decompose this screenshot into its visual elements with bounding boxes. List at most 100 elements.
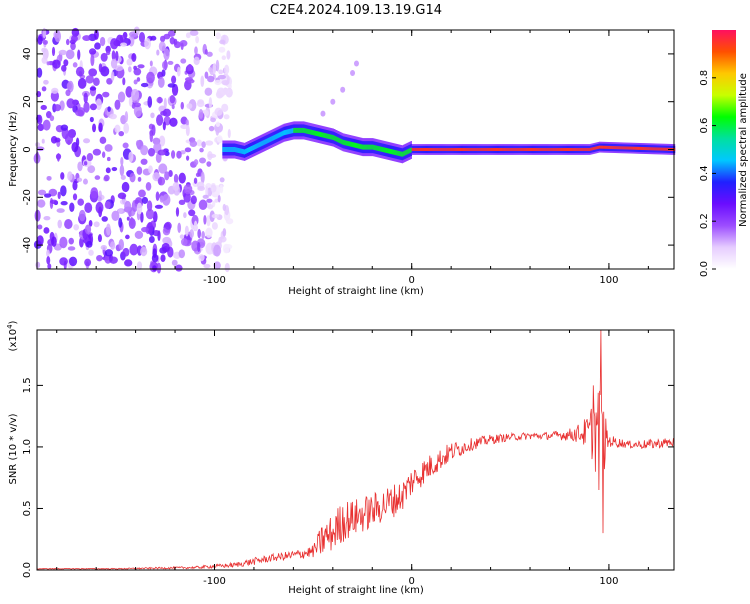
- spectrogram-noise-blob: [117, 91, 126, 103]
- spectrogram-noise-blob: [51, 236, 57, 247]
- spectrogram-noise-blob: [89, 86, 97, 91]
- spectrogram-ridge-cell: [281, 131, 283, 137]
- spectrogram-ridge-cell: [375, 145, 377, 151]
- spectrogram-ridge-cell: [384, 147, 386, 153]
- spectrogram-ridge-cell: [380, 146, 382, 152]
- spectrogram-ridge-cell: [665, 147, 667, 151]
- spectrogram-noise-blob: [117, 208, 123, 214]
- spectrogram-ridge-cell: [345, 140, 347, 146]
- spectrogram-noise-blob: [60, 185, 67, 197]
- spectrogram-noise-blob: [176, 150, 182, 159]
- spectrogram-noise-blob: [134, 199, 140, 204]
- spectrogram-noise-blob: [227, 128, 231, 139]
- spectrogram-noise-blob: [124, 200, 132, 213]
- spectrogram-noise-blob: [167, 60, 174, 65]
- spectrogram-ridge-cell: [547, 148, 549, 151]
- spectrogram-noise-blob: [99, 136, 107, 144]
- spectrogram-noise-blob: [100, 66, 110, 77]
- spectrogram-ridge-cell: [563, 148, 565, 151]
- spectrogram-ridge-cell: [366, 144, 368, 150]
- spectrogram-noise-blob: [97, 196, 102, 202]
- spectrogram-noise-blob: [46, 249, 50, 257]
- spectrogram-ridge-cell: [488, 148, 490, 151]
- spectrogram-noise-blob: [207, 75, 215, 83]
- spectrogram-noise-blob: [152, 265, 157, 272]
- spectrogram-ridge-cell: [428, 148, 430, 151]
- spectrogram-ridge-cell: [498, 148, 500, 151]
- spectrogram-branch-blob: [340, 86, 346, 93]
- spectrogram-ridge-cell: [589, 148, 591, 151]
- spectrogram-noise-blob: [65, 38, 70, 46]
- spectrogram-ridge-cell: [322, 132, 325, 138]
- spectrogram-noise-blob: [67, 171, 73, 181]
- spectrogram-noise-blob: [84, 224, 92, 235]
- spectrogram-ridge-cell: [492, 148, 494, 151]
- spectrogram-noise-blob: [72, 62, 78, 68]
- spectrogram-ridge-cell: [246, 148, 248, 154]
- spectrogram-noise-blob: [173, 41, 181, 49]
- spectrogram-ridge-cell: [635, 146, 637, 150]
- spectrogram-ridge-cell: [324, 133, 327, 139]
- spectrogram-ridge-cell: [501, 148, 503, 151]
- spectrogram-ridge-cell: [569, 148, 571, 151]
- spectrogram-ridge-cell: [618, 146, 620, 150]
- spectrogram-ridge-cell: [564, 148, 566, 151]
- spectrogram-ridge-cell: [634, 146, 636, 150]
- spectrogram-noise-blob: [167, 83, 176, 88]
- spectrogram-ridge-cell: [316, 130, 318, 136]
- spectrogram-ridge-cell: [320, 132, 323, 138]
- colorbar-scale: [712, 30, 736, 269]
- spectrogram-ridge-cell: [363, 144, 365, 150]
- spectrogram-ridge-cell: [280, 131, 282, 137]
- spectrogram-ridge-cell: [437, 148, 439, 151]
- spectrogram-x-tick-label: -100: [203, 275, 226, 286]
- spectrogram-noise-blob: [162, 121, 166, 131]
- spectrogram-noise-blob: [210, 184, 217, 193]
- spectrogram-ridge-cell: [227, 147, 229, 152]
- spectrogram-noise-blob: [205, 227, 213, 238]
- spectrogram-noise-blob: [106, 77, 113, 85]
- spectrogram-ridge-cell: [264, 139, 266, 145]
- spectrogram-ridge-cell: [546, 148, 548, 151]
- spectrogram-noise-blob: [60, 201, 68, 206]
- spectrogram-noise-blob: [78, 209, 86, 222]
- spectrogram-ridge-cell: [299, 127, 301, 133]
- spectrogram-frame: [36, 29, 675, 270]
- spectrogram-noise-blob: [199, 147, 204, 153]
- spectrogram-ridge-cell: [479, 148, 481, 151]
- spectrogram-noise-blob: [138, 31, 146, 43]
- spectrogram-branch-blob: [353, 60, 359, 67]
- colorbar: 0.0 0.2 0.4 0.6 0.8 Normalized spectral ampl…: [699, 30, 749, 277]
- spectrogram-ridge-cell: [432, 148, 434, 151]
- spectrogram-ridge-cell: [334, 136, 336, 142]
- spectrogram-noise-blob: [178, 199, 186, 206]
- spectrogram-ridge-cell: [637, 146, 639, 150]
- spectrogram-ridge-cell: [482, 148, 484, 151]
- colorbar-tick-label: 0.0: [699, 261, 710, 277]
- spectrogram-ridge-cell: [394, 150, 397, 156]
- spectrogram-ridge-cell: [234, 147, 236, 152]
- spectrogram-ridge-cell: [408, 148, 410, 154]
- snr-y-tick-label: 1.0: [22, 439, 33, 455]
- spectrogram-noise-blob: [171, 150, 176, 159]
- spectrogram-noise-blob: [195, 172, 200, 177]
- spectrogram-noise-blob: [198, 108, 204, 120]
- spectrogram-ridge-cell: [658, 147, 660, 151]
- spectrogram-noise-blob: [90, 54, 95, 67]
- spectrogram-ridge-cell: [365, 144, 367, 150]
- spectrogram-noise-blob: [58, 49, 67, 56]
- spectrogram-ridge-cell: [456, 148, 458, 151]
- spectrogram-ridge-cell: [533, 148, 536, 151]
- spectrogram-noise-blob: [213, 261, 221, 270]
- spectrogram-ridge-cell: [459, 148, 461, 151]
- spectrogram-noise-blob: [72, 193, 78, 201]
- spectrogram-ridge-cell: [525, 148, 527, 151]
- spectrogram-noise-blob: [215, 59, 220, 72]
- spectrogram-ridge-cell: [544, 148, 547, 151]
- spectrogram-noise-blob: [196, 139, 203, 147]
- spectrogram-ridge-cell: [253, 144, 256, 150]
- spectrogram-noise-blob: [35, 261, 41, 269]
- spectrogram-noise-blob: [133, 79, 138, 85]
- spectrogram-ridge-cell: [346, 140, 348, 146]
- spectrogram-ridge-cell: [657, 147, 659, 151]
